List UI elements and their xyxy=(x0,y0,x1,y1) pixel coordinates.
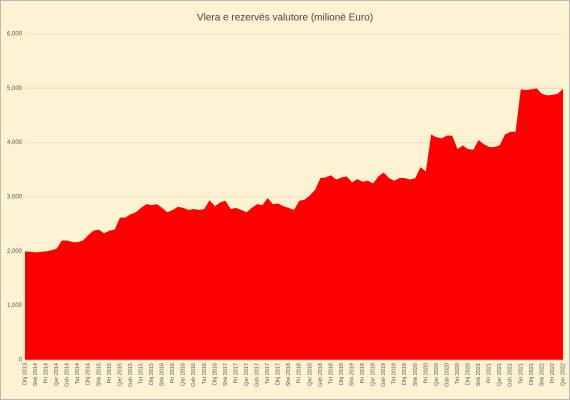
x-tick-label: Qer 2021 xyxy=(497,363,503,386)
x-tick-label: Tet 2019 xyxy=(392,363,398,384)
x-tick-label: Tet 2014 xyxy=(75,363,81,384)
x-tick-label: Pri 2021 xyxy=(487,363,493,384)
x-tick-label: Pri 2020 xyxy=(423,363,429,384)
y-tick-label: 5,000 xyxy=(7,86,23,92)
x-tick-label: Shk 2015 xyxy=(96,363,102,386)
x-tick-label: Gsh 2017 xyxy=(255,363,261,387)
x-tick-label: Gsh 2016 xyxy=(191,363,197,387)
x-tick-label: Tet 2020 xyxy=(455,363,461,384)
y-tick-label: 6,000 xyxy=(7,32,23,38)
y-tick-label: 1,000 xyxy=(7,303,23,309)
x-tick-label: Shk 2019 xyxy=(349,363,355,386)
y-tick-label: 2,000 xyxy=(7,249,23,255)
x-tick-label: Qer 2017 xyxy=(244,363,250,386)
x-tick-label: Tet 2015 xyxy=(138,363,144,384)
chart-title: Vlera e rezervës valutore (milionë Euro) xyxy=(197,13,373,24)
x-tick-label: Shk 2020 xyxy=(413,363,419,386)
x-tick-label: Gsh 2020 xyxy=(444,363,450,387)
x-tick-label: Gsh 2019 xyxy=(381,363,387,387)
x-tick-label: Dhj 2016 xyxy=(212,363,218,385)
x-tick-label: Qer 2016 xyxy=(181,363,187,386)
x-tick-label: Pri 2015 xyxy=(107,363,113,384)
x-tick-label: Dhj 2013 xyxy=(22,363,28,385)
x-tick-label: Qer 2019 xyxy=(371,363,377,386)
x-tick-label: Shk 2021 xyxy=(476,363,482,386)
x-tick-label: Shk 2018 xyxy=(286,363,292,386)
y-tick-label: 0 xyxy=(19,358,23,364)
x-tick-label: Tet 2021 xyxy=(518,363,524,384)
x-tick-label: Pri 2016 xyxy=(170,363,176,384)
x-tick-label: Qer 2020 xyxy=(434,363,440,386)
x-tick-label: Dhj 2018 xyxy=(339,363,345,385)
x-tick-label: Shk 2022 xyxy=(539,363,545,386)
x-tick-label: Qer 2018 xyxy=(307,363,313,386)
x-tick-label: Shk 2014 xyxy=(33,363,39,386)
x-tick-label: Qer 2014 xyxy=(54,363,60,386)
x-tick-label: Dhj 2021 xyxy=(529,363,535,385)
x-tick-label: Shk 2017 xyxy=(223,363,229,386)
x-tick-label: Pri 2018 xyxy=(297,363,303,384)
x-tick-label: Dhj 2017 xyxy=(276,363,282,385)
y-tick-label: 3,000 xyxy=(7,195,23,201)
x-tick-label: Dhj 2015 xyxy=(149,363,155,385)
x-tick-label: Gsh 2018 xyxy=(318,363,324,387)
x-tick-label: Tet 2016 xyxy=(202,363,208,384)
x-tick-label: Pri 2014 xyxy=(44,363,50,384)
x-tick-label: Gsh 2021 xyxy=(508,363,514,387)
area xyxy=(25,88,563,360)
x-tick-label: Qer 2022 xyxy=(560,363,566,386)
x-tick-label: Tet 2018 xyxy=(328,363,334,384)
x-tick-label: Gsh 2015 xyxy=(128,363,134,387)
x-tick-label: Pri 2019 xyxy=(360,363,366,384)
x-tick-label: Dhj 2019 xyxy=(402,363,408,385)
x-tick-label: Pri 2017 xyxy=(233,363,239,384)
y-tick-label: 4,000 xyxy=(7,140,23,146)
x-tick-label: Dhj 2014 xyxy=(86,363,92,385)
x-tick-label: Pri 2022 xyxy=(550,363,556,384)
x-tick-label: Tet 2017 xyxy=(265,363,271,384)
x-tick-label: Shk 2016 xyxy=(160,363,166,386)
x-tick-label: Dhj 2020 xyxy=(466,363,472,385)
x-tick-label: Qer 2015 xyxy=(117,363,123,386)
x-tick-label: Gsh 2014 xyxy=(65,363,71,387)
